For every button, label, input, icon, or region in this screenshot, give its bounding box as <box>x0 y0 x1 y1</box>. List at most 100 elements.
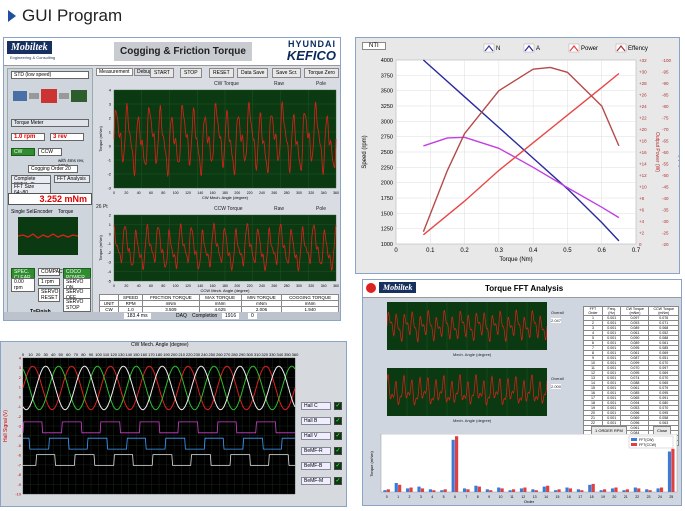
y-axis-label: Speed (rpm) <box>362 135 368 168</box>
y3-tick-label: -65 <box>662 139 669 144</box>
x-tick-label: 80 <box>161 284 165 288</box>
x-tick-label: 30 <box>43 352 48 357</box>
revolution-input[interactable]: 3 rev <box>50 133 84 141</box>
x-tick-label: 0.7 <box>632 248 641 254</box>
stop-button[interactable]: STOP <box>180 68 202 78</box>
ccw-toggle[interactable]: CCW <box>38 148 62 156</box>
checkbox-icon[interactable]: ✓ <box>334 477 342 485</box>
table-header: CW Torque (mNm) <box>620 306 650 316</box>
legend-item[interactable]: BeMF-B ✓ <box>301 462 345 470</box>
table-header: FRICTION TORQUE <box>142 294 200 301</box>
legend-item[interactable]: Hall B ✓ <box>301 417 345 425</box>
table-header: MAX TORQUE <box>198 294 242 301</box>
start-button[interactable]: START <box>150 68 174 78</box>
fft-bar-cw <box>610 488 615 492</box>
x-tick-label: 10 <box>499 495 503 499</box>
bemf-trace <box>22 365 296 411</box>
fft-bar-cw <box>599 490 603 492</box>
hall-signal-chart: 0 10 20 30 40 50 60 70 80 90 100 110 120 130 140 150 160… <box>3 352 299 497</box>
fft-bar-ccw <box>614 487 618 492</box>
checkbox-icon[interactable]: ✓ <box>334 462 342 470</box>
checkbox-icon[interactable]: ✓ <box>334 447 342 455</box>
y-tick-label: 4000 <box>381 58 393 64</box>
fft-time-trace <box>387 373 547 406</box>
servo-reset-button[interactable]: SERVO RESET <box>38 288 60 302</box>
fft-bar-cw <box>645 489 649 492</box>
y-tick-label: 3500 <box>381 89 393 95</box>
torque-readout: 3.252 mNm <box>8 193 92 205</box>
y-tick-label: 2250 <box>381 165 393 171</box>
x-tick-label: 260 <box>271 191 277 195</box>
y-tick-label: -3 <box>107 186 111 191</box>
fft-bar-ccw <box>659 487 664 492</box>
y2-tick-label: +20 <box>639 127 647 132</box>
x-tick-label: 6 <box>454 495 456 499</box>
fft-bar-cw <box>554 490 558 492</box>
y-tick-label: -1 <box>17 404 21 409</box>
legend-item[interactable]: BeMF-M ✓ <box>301 477 345 485</box>
cw-pole-legend: Pole <box>316 81 327 87</box>
legend-item[interactable]: Hall V ✓ <box>301 432 345 440</box>
x-tick-label: 19 <box>601 495 605 499</box>
fft-bar-ccw <box>398 484 402 492</box>
fft-bar-cw <box>633 487 637 492</box>
cw-toggle[interactable]: CW <box>11 148 35 156</box>
rpm-one-input[interactable]: 1 rpm <box>38 278 60 286</box>
fft-bar-ccw <box>637 488 641 492</box>
y-tick-label: 1250 <box>381 227 393 233</box>
x-tick-label: 310 <box>254 352 261 357</box>
y-tick-label: 2 <box>109 116 112 121</box>
rpm-zero-input[interactable]: 0.00 rpm <box>11 278 35 292</box>
x-tick-label: 320 <box>308 191 314 195</box>
window-title: Cogging & Friction Torque <box>114 42 252 61</box>
data-save-button[interactable]: Data Save <box>237 68 269 78</box>
y-tick-label: 3 <box>19 365 22 370</box>
y3-tick-label: -75 <box>662 116 669 121</box>
overall-ccw-value: 2.000 <box>551 384 562 389</box>
hall-chart-title: CW Mech. Angle (degree) <box>131 342 189 348</box>
ccw-raw-legend: Raw <box>274 206 285 212</box>
x-tick-label: 0.1 <box>426 248 435 254</box>
fft-bar-cw <box>519 488 524 492</box>
checkbox-icon[interactable]: ✓ <box>334 417 342 425</box>
curve-select[interactable]: NTI <box>362 42 386 50</box>
compact-button[interactable]: COMPACT <box>38 268 66 276</box>
legend-label: Hall B <box>301 417 331 425</box>
encoder-radio[interactable]: Encoder <box>34 209 53 215</box>
x-tick-label: 280 <box>231 352 238 357</box>
reset-button[interactable]: RESET <box>209 68 234 78</box>
fft-bar-cw <box>565 487 569 492</box>
x-tick-label: 220 <box>247 284 253 288</box>
fft-bar-cw <box>542 486 546 492</box>
table-row: 15 0.001 0.061 0.079 <box>583 385 679 391</box>
ccw-torque-legend: CCW Torque <box>214 206 243 212</box>
save-screen-button[interactable]: Save Scr. <box>272 68 302 78</box>
legend-item[interactable]: Hall C ✓ <box>301 402 345 410</box>
torque-meter-select[interactable]: Torque Meter <box>11 119 89 127</box>
x-tick-label: 8 <box>477 495 479 499</box>
fft-analysis-button[interactable]: FFT Analysis <box>54 175 90 183</box>
legend-swatch <box>523 43 535 53</box>
speed-input[interactable]: 1.0 rpm <box>11 133 45 141</box>
close-icon[interactable] <box>366 283 376 293</box>
hyundai-kefico-logo: HYUNDAI KEFICO <box>286 39 336 63</box>
x-tick-label: 40 <box>137 284 141 288</box>
checkbox-icon[interactable]: ✓ <box>334 402 342 410</box>
servo-stop-button[interactable]: SERVO STOP <box>63 298 91 312</box>
x-tick-label: 120 <box>110 352 117 357</box>
checkbox-icon[interactable]: ✓ <box>334 432 342 440</box>
y-tick-label: -7 <box>17 462 21 467</box>
x-tick-label: 100 <box>95 352 102 357</box>
fft-bar-cw <box>383 490 387 492</box>
x-tick-label: 200 <box>234 284 240 288</box>
ccw-pole-legend: Pole <box>316 206 327 212</box>
legend-item[interactable]: BeMF-R ✓ <box>301 447 345 455</box>
mode-select[interactable]: STD (low speed) <box>11 71 89 79</box>
fft-bar-cw <box>588 484 592 492</box>
x-tick-label: 240 <box>201 352 208 357</box>
tab-measurement[interactable]: Measurement <box>96 68 133 76</box>
torque-radio[interactable]: Torque <box>58 209 74 215</box>
tab-debug[interactable]: Debug <box>133 68 155 76</box>
torque-zero-button[interactable]: Torque Zero <box>304 68 339 78</box>
control-column: STD (low speed) Torque Meter 1.0 rpm 3 r… <box>7 68 93 318</box>
